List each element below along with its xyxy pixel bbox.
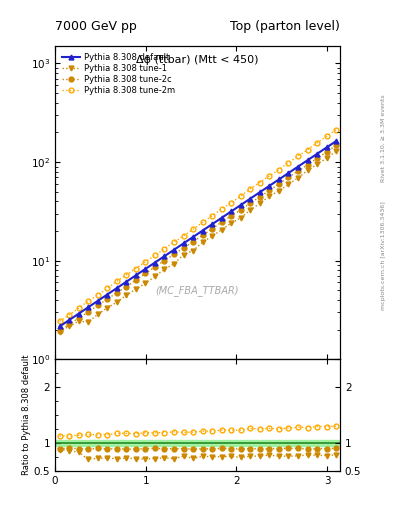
- Y-axis label: Ratio to Pythia 8.308 default: Ratio to Pythia 8.308 default: [22, 355, 31, 475]
- Text: Δϕ (t̅tbar) (Mtt < 450): Δϕ (t̅tbar) (Mtt < 450): [136, 55, 259, 66]
- Text: mcplots.cern.ch [arXiv:1306.3436]: mcplots.cern.ch [arXiv:1306.3436]: [381, 202, 386, 310]
- Legend: Pythia 8.308 default, Pythia 8.308 tune-1, Pythia 8.308 tune-2c, Pythia 8.308 tu: Pythia 8.308 default, Pythia 8.308 tune-…: [59, 50, 178, 97]
- Text: 7000 GeV pp: 7000 GeV pp: [55, 20, 137, 33]
- Text: Rivet 3.1.10, ≥ 3.3M events: Rivet 3.1.10, ≥ 3.3M events: [381, 94, 386, 182]
- Bar: [55, 440, 340, 446]
- Text: (MC_FBA_TTBAR): (MC_FBA_TTBAR): [156, 285, 239, 296]
- Text: Top (parton level): Top (parton level): [230, 20, 340, 33]
